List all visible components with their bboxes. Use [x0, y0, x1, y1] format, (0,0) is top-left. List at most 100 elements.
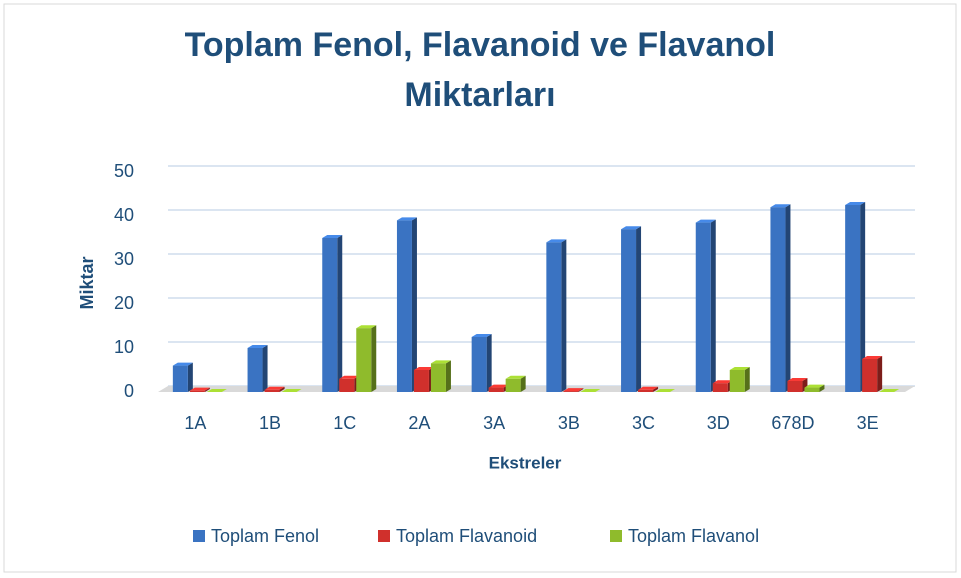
bar-side	[819, 384, 825, 392]
bar-top	[563, 388, 584, 392]
bar-front	[621, 229, 637, 392]
bar-top	[580, 389, 601, 392]
bar-front	[505, 378, 521, 392]
chart-frame	[3, 3, 957, 573]
bar	[356, 325, 377, 392]
bar-front	[430, 363, 446, 392]
bar-top	[413, 367, 434, 370]
bar-front	[189, 390, 205, 392]
bar-side	[262, 345, 268, 392]
bar-top	[264, 386, 285, 390]
bar-front	[563, 391, 579, 392]
bar-top	[804, 384, 825, 388]
x-tick-label: 2A	[408, 413, 430, 433]
bar	[729, 367, 750, 392]
bar	[396, 217, 417, 392]
bar-top	[862, 356, 883, 359]
legend-swatch	[378, 530, 390, 542]
x-tick-label: 678D	[771, 413, 814, 433]
bar	[879, 389, 900, 392]
chart-title: Toplam Fenol, Flavanoid ve Flavanol Mikt…	[184, 26, 776, 114]
bar-front	[695, 222, 711, 392]
bar-front	[356, 328, 372, 392]
bar	[862, 356, 883, 392]
x-axis-label: Ekstreler	[489, 453, 562, 472]
bar-front	[787, 381, 803, 392]
bar-top	[546, 239, 567, 243]
bar-side	[653, 386, 659, 392]
bar-top	[505, 375, 526, 379]
bar-side	[744, 367, 750, 392]
bar	[471, 334, 492, 392]
bar	[638, 386, 659, 392]
legend-swatch	[610, 530, 622, 542]
bar-side	[561, 239, 567, 392]
bar-top	[396, 217, 417, 221]
bar-side	[371, 325, 377, 392]
bar	[804, 384, 825, 392]
bar-top	[430, 360, 451, 364]
bar-front	[770, 207, 786, 392]
bar	[281, 389, 302, 392]
bar-front	[488, 387, 504, 392]
bar	[546, 239, 567, 392]
bar-front	[172, 365, 188, 392]
bar-side	[860, 202, 866, 392]
bar	[264, 386, 285, 392]
bar-top	[339, 375, 360, 379]
bar-top	[172, 362, 193, 366]
bar-front	[247, 348, 263, 392]
x-tick-label: 1A	[184, 413, 206, 433]
bar	[563, 388, 584, 392]
bar-side	[204, 387, 210, 392]
x-tick-label: 3E	[857, 413, 879, 433]
bar-front	[339, 378, 355, 392]
bar-top	[322, 235, 343, 238]
bar-side	[279, 386, 285, 392]
x-tick-label: 1B	[259, 413, 281, 433]
bar-side	[411, 217, 417, 392]
bar-front	[804, 387, 820, 392]
bar-top	[488, 384, 509, 388]
bar-front	[546, 242, 562, 392]
bar-top	[356, 325, 377, 329]
bar-front	[471, 337, 487, 392]
bar-side	[785, 204, 791, 392]
bar	[621, 226, 642, 392]
bar-top	[770, 204, 791, 208]
bar-side	[578, 388, 584, 392]
bar-side	[520, 375, 526, 392]
title-box: Toplam Fenol, Flavanoid ve Flavanol Mikt…	[184, 26, 776, 114]
bar-top	[621, 226, 642, 230]
bar	[172, 362, 193, 392]
bar-top	[712, 380, 733, 384]
bar-front	[322, 238, 338, 392]
bar-side	[877, 356, 883, 392]
bar-side	[445, 360, 451, 392]
bar-top	[247, 345, 268, 348]
y-axis-label: Miktar	[77, 256, 97, 309]
bar-side	[187, 362, 193, 392]
legend-label: Toplam Flavanol	[628, 526, 759, 546]
bar	[206, 389, 227, 392]
bar	[189, 387, 210, 392]
bar-side	[636, 226, 642, 392]
bar-front	[729, 370, 745, 392]
x-tick-label: 3A	[483, 413, 505, 433]
bar-top	[471, 334, 492, 337]
x-tick-label: 3C	[632, 413, 655, 433]
y-tick-label: 40	[114, 205, 134, 225]
x-tick-label: 3D	[707, 413, 730, 433]
bar-top	[655, 389, 676, 392]
y-tick-label: 10	[114, 337, 134, 357]
y-tick-label: 50	[114, 161, 134, 181]
legend-label: Toplam Flavanoid	[396, 526, 537, 546]
bar	[655, 389, 676, 392]
bar-top	[206, 389, 227, 392]
x-tick-label: 3B	[558, 413, 580, 433]
bar-front	[712, 383, 728, 392]
bar-top	[281, 389, 302, 392]
bar	[322, 235, 343, 392]
